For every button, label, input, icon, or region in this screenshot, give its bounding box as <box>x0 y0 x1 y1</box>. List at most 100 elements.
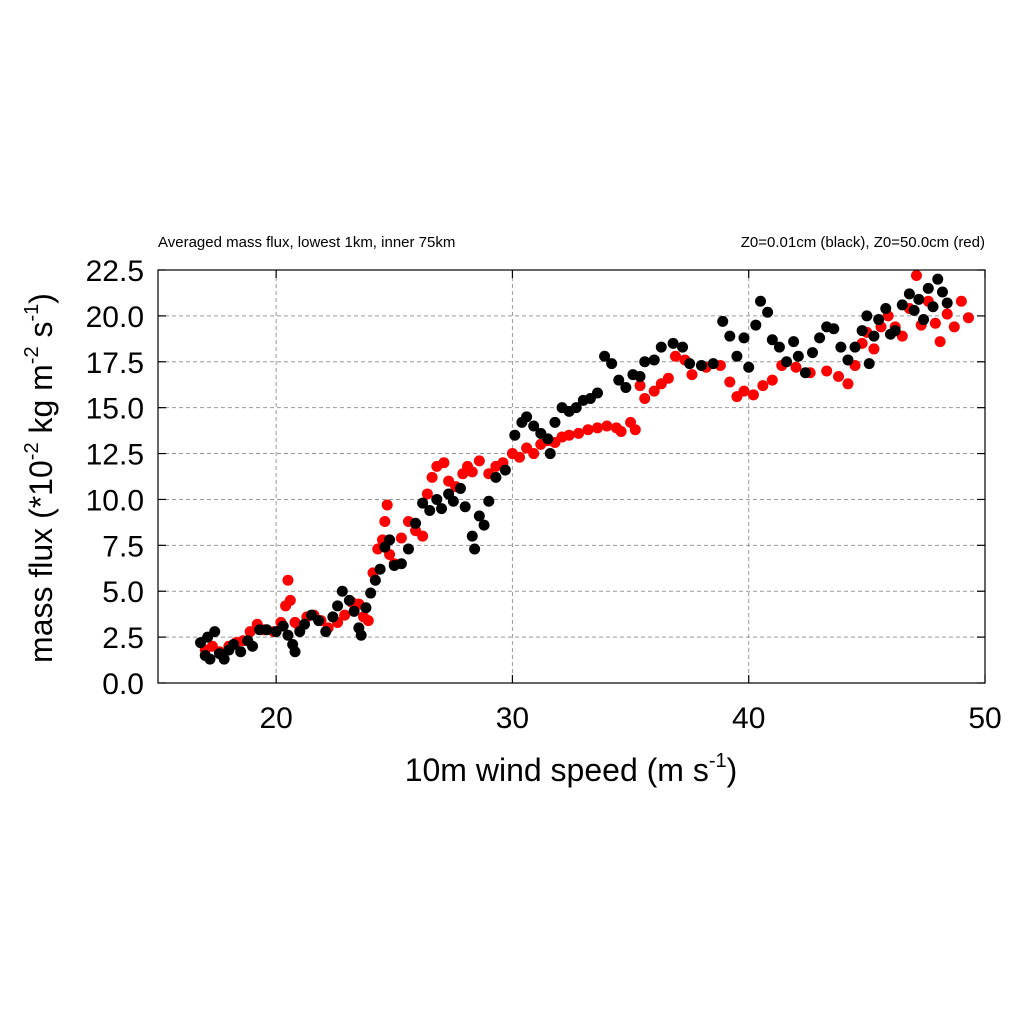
data-point <box>913 293 925 305</box>
data-point <box>738 385 750 397</box>
data-point <box>395 532 407 544</box>
data-point <box>528 448 540 460</box>
data-point <box>941 308 953 320</box>
data-point <box>374 563 386 575</box>
data-point <box>599 350 611 362</box>
data-point <box>431 493 443 505</box>
data-point <box>421 488 433 500</box>
data-point <box>544 448 556 460</box>
data-point <box>747 389 759 401</box>
data-point <box>613 374 625 386</box>
y-axis-label-end: ) <box>23 293 59 304</box>
y-tick-label: 0.0 <box>102 668 144 701</box>
x-tick-labels: 20 30 40 50 <box>259 702 1001 735</box>
y-tick-label: 5.0 <box>102 576 144 609</box>
data-point <box>282 574 294 586</box>
data-point <box>313 615 325 627</box>
data-point <box>724 376 736 388</box>
data-point <box>669 350 681 362</box>
data-point <box>908 304 920 316</box>
data-point <box>790 361 802 373</box>
data-point <box>483 495 495 507</box>
data-point <box>320 626 332 638</box>
x-axis-label-sup: -1 <box>709 750 727 772</box>
y-axis-label-mid: kg m <box>23 364 59 442</box>
data-point <box>591 387 603 399</box>
data-point <box>677 341 689 353</box>
y-axis-label-sup2: -2 <box>21 346 43 364</box>
data-point <box>336 585 348 597</box>
data-point <box>896 299 908 311</box>
data-point <box>466 530 478 542</box>
data-point <box>360 602 372 614</box>
x-axis-label-main: 10m wind speed (m s <box>405 752 709 788</box>
data-point <box>348 605 360 617</box>
data-point <box>821 365 833 377</box>
data-point <box>686 369 698 381</box>
data-point <box>426 471 438 483</box>
data-point <box>695 359 707 371</box>
data-point <box>731 350 743 362</box>
chart-subtitle: Z0=0.01cm (black), Z0=50.0cm (red) <box>741 234 985 251</box>
data-point <box>781 356 793 368</box>
data-point <box>922 282 934 294</box>
data-point <box>298 618 310 630</box>
data-point <box>889 325 901 337</box>
data-point <box>615 426 627 438</box>
x-axis-label: 10m wind speed (m s-1) <box>405 750 738 788</box>
data-point <box>927 301 939 313</box>
series-red <box>199 270 974 658</box>
x-tick-label: 30 <box>496 702 529 735</box>
data-point <box>355 629 367 641</box>
data-point <box>757 380 769 392</box>
y-tick-label: 22.5 <box>86 255 144 288</box>
x-tick-label: 40 <box>732 702 765 735</box>
y-axis-label: mass flux (*10-2 kg m-2 s-1) <box>21 293 59 663</box>
data-point <box>788 336 800 348</box>
data-point <box>929 317 941 329</box>
data-point <box>381 499 393 511</box>
data-point <box>738 332 750 344</box>
axis-ticks <box>158 269 986 684</box>
data-point <box>424 504 436 516</box>
data-point <box>766 334 778 346</box>
data-point <box>639 356 651 368</box>
data-point <box>842 378 854 390</box>
data-point <box>339 609 351 621</box>
data-point <box>863 358 875 370</box>
data-point <box>629 424 641 436</box>
y-tick-labels: 0.0 2.5 5.0 7.5 10.0 12.5 15.0 17.5 20.0 22.5 <box>86 255 144 701</box>
data-point <box>438 457 450 469</box>
y-tick-label: 2.5 <box>102 622 144 655</box>
data-point <box>648 385 660 397</box>
data-point <box>402 543 414 555</box>
y-tick-label: 7.5 <box>102 530 144 563</box>
x-tick-label: 20 <box>259 702 292 735</box>
data-point <box>528 420 540 432</box>
data-point <box>948 321 960 333</box>
data-point <box>447 495 459 507</box>
data-point <box>478 519 490 531</box>
data-point <box>514 451 526 463</box>
data-point <box>762 306 774 318</box>
data-point <box>717 315 729 327</box>
data-point <box>563 429 575 441</box>
data-point <box>773 341 785 353</box>
data-point <box>833 370 845 382</box>
data-point <box>284 594 296 606</box>
data-point <box>228 638 240 650</box>
y-tick-label: 12.5 <box>86 439 144 472</box>
data-point <box>655 341 667 353</box>
data-point <box>289 646 301 658</box>
data-point <box>634 370 646 382</box>
data-point <box>332 600 344 612</box>
data-point <box>521 411 533 423</box>
data-point <box>362 615 374 627</box>
data-point <box>395 558 407 570</box>
data-point <box>880 303 892 315</box>
data-point <box>910 270 922 282</box>
data-point <box>261 624 273 636</box>
data-point <box>244 626 256 638</box>
data-point <box>750 319 762 331</box>
y-tick-label: 17.5 <box>86 347 144 380</box>
